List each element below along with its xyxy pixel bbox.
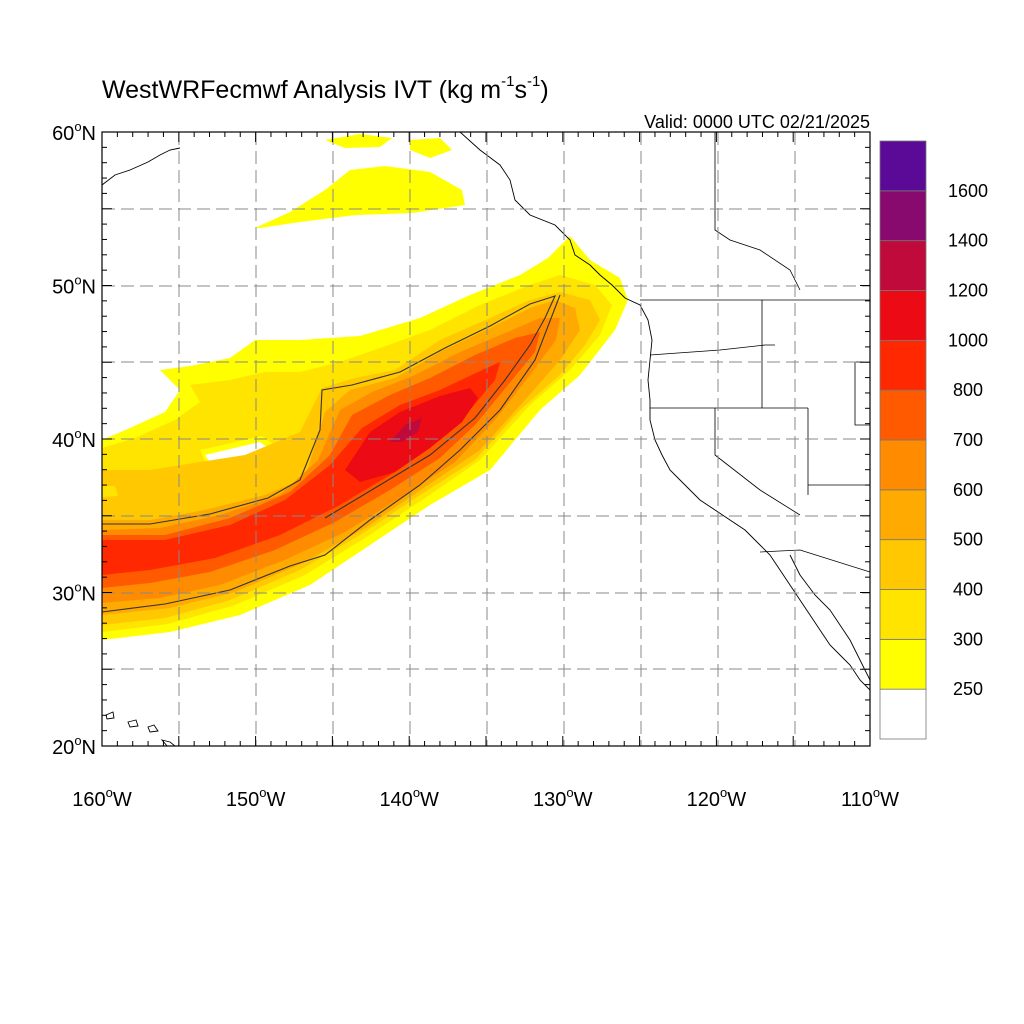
colorbar-swatch (879, 339, 927, 391)
lat-label: 50oN (52, 273, 96, 299)
alaska-coast (102, 147, 181, 186)
colorbar-swatch (879, 140, 927, 192)
coastlines (102, 132, 870, 746)
lon-label: 120oW (687, 785, 747, 811)
colorbar-label: 1400 (948, 231, 988, 251)
or-wa-border (649, 344, 775, 356)
colorbar-label: 1000 (948, 330, 988, 350)
lon-label: 140oW (379, 785, 439, 811)
map-area (102, 132, 870, 746)
lon-label: 110oW (841, 785, 899, 811)
colorbar-label: 250 (953, 679, 983, 699)
ivt-1200 (390, 418, 422, 442)
ivt-blob-north2-250 (410, 138, 452, 158)
colorbar-swatch (879, 539, 927, 590)
hawaii-islands (105, 711, 176, 746)
state-borders (640, 132, 870, 573)
colorbar-swatch (879, 290, 927, 341)
longitude-labels: 160oW 150oW 140oW 130oW 120oW 110oW (72, 785, 899, 811)
ivt-contour-upper (102, 295, 557, 525)
latitude-labels: 60oN 50oN 40oN 30oN 20oN (52, 119, 96, 759)
colorbar-swatch (879, 190, 927, 242)
colorbar-swatch (879, 389, 927, 441)
ca-nv-border (714, 408, 801, 516)
colorbar-label: 300 (953, 629, 983, 649)
colorbar-label: 600 (953, 480, 983, 500)
ivt-band-north-250 (255, 166, 465, 228)
ivt-west-fragment (102, 486, 118, 497)
colorbar: 1600 1400 1200 1000 800 700 600 500 400 300 250 (879, 140, 988, 740)
lat-label: 20oN (52, 733, 96, 759)
colorbar-swatch (879, 489, 927, 541)
lon-label: 130oW (533, 785, 593, 811)
colorbar-label: 500 (953, 530, 983, 550)
lon-label: 160oW (72, 785, 132, 811)
colorbar-label: 700 (953, 430, 983, 450)
lat-label: 30oN (52, 580, 96, 606)
gridlines (102, 132, 870, 746)
canada-interior (714, 132, 801, 291)
us-mexico-border (759, 549, 870, 573)
lat-label: 40oN (52, 426, 96, 452)
ivt-contour-lower (102, 294, 561, 613)
north-america-coast (459, 132, 870, 691)
lon-label: 150oW (226, 785, 286, 811)
colorbar-label: 800 (953, 380, 983, 400)
baja-peninsula (789, 554, 870, 681)
valid-time: Valid: 0000 UTC 02/21/2025 (644, 112, 870, 132)
colorbar-swatch (879, 240, 927, 291)
colorbar-label: 1600 (948, 181, 988, 201)
colorbar-label: 1200 (948, 281, 988, 301)
ivt-blob-north-250 (325, 134, 392, 148)
colorbar-swatch (879, 638, 927, 690)
lat-label: 60oN (52, 119, 96, 145)
axis-ticks (101, 131, 871, 747)
ivt-shading (102, 134, 628, 640)
ivt-contour-lines (102, 294, 561, 613)
colorbar-label: 400 (953, 580, 983, 600)
colorbar-swatch (879, 688, 927, 740)
figure-title: WestWRFecmwf Analysis IVT (kg m-1s-1) (102, 73, 549, 104)
colorbar-swatch (879, 589, 927, 640)
colorbar-swatch (879, 439, 927, 491)
